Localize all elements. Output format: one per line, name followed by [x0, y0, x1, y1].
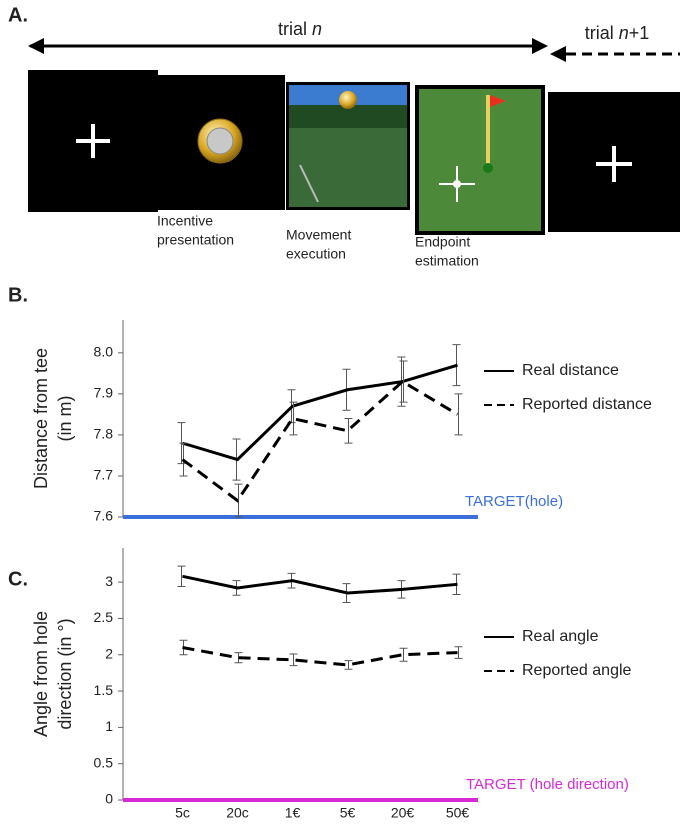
y-tick-label: 0 [105, 791, 113, 807]
trial-label: trial n+1 [585, 23, 650, 43]
cursor-center [453, 180, 461, 188]
error-bar [234, 652, 243, 664]
caption: Incentive [157, 213, 213, 229]
hole-ball [483, 163, 493, 173]
y-tick-label: 1 [105, 718, 113, 734]
y-axis-label: Distance from tee [31, 348, 51, 489]
x-tick-label: 5€ [340, 805, 356, 821]
caption: Endpoint [415, 234, 470, 250]
error-bar [234, 483, 243, 518]
arrow-head [532, 38, 548, 54]
y-tick-label: 7.8 [94, 426, 114, 442]
error-bar [289, 401, 298, 436]
y-tick-label: 1.5 [94, 682, 114, 698]
x-tick-label: 1€ [285, 805, 301, 821]
series-line [182, 363, 458, 462]
caption: presentation [157, 232, 234, 248]
coin [339, 91, 357, 109]
panel-label: A. [8, 4, 28, 26]
x-tick-label: 5c [175, 805, 190, 821]
legend-label: Real distance [522, 362, 619, 379]
series-line [182, 574, 458, 595]
error-bar [177, 565, 186, 587]
legend-label: Real angle [522, 628, 599, 645]
panel-label: B. [8, 284, 28, 306]
arrow-head [28, 38, 44, 54]
target-label: TARGET (hole direction) [466, 776, 629, 793]
y-axis-label: (in m) [55, 396, 75, 442]
panel-label: C. [8, 568, 28, 590]
y-tick-label: 8.0 [94, 344, 114, 360]
y-tick-label: 3 [105, 573, 113, 589]
trees [289, 105, 407, 130]
caption: Movement [286, 227, 351, 243]
y-axis-label: direction (in °) [55, 618, 75, 729]
error-bar [399, 360, 408, 403]
flag [490, 95, 506, 107]
error-bar [454, 646, 463, 659]
error-bar [344, 418, 353, 444]
fixation-cross [596, 146, 632, 182]
caption: estimation [415, 253, 479, 269]
x-tick-label: 20c [226, 805, 249, 821]
x-tick-label: 50€ [446, 805, 470, 821]
green [289, 128, 407, 207]
y-tick-label: 2.5 [94, 609, 114, 625]
error-bar [454, 393, 463, 436]
fixation-cross [76, 124, 110, 158]
y-tick-label: 7.7 [94, 467, 114, 483]
green [419, 89, 541, 231]
series-line [181, 379, 459, 503]
x-tick-label: 20€ [391, 805, 415, 821]
club [299, 164, 319, 203]
y-tick-label: 2 [105, 645, 113, 661]
error-bar [344, 660, 353, 670]
target-label: TARGET(hole) [465, 493, 563, 510]
trial-label: trial n [278, 19, 322, 39]
arrow-head [550, 46, 566, 62]
series-line [182, 646, 458, 667]
y-axis-label: Angle from hole [31, 611, 51, 737]
legend-label: Reported angle [522, 662, 632, 679]
coin-center [206, 127, 234, 155]
y-tick-label: 7.9 [94, 385, 114, 401]
caption: execution [286, 246, 346, 262]
y-tick-label: 7.6 [94, 508, 114, 524]
y-tick-label: 0.5 [94, 754, 114, 770]
error-bar [399, 647, 408, 662]
error-bar [289, 653, 298, 667]
legend-label: Reported distance [522, 396, 652, 413]
